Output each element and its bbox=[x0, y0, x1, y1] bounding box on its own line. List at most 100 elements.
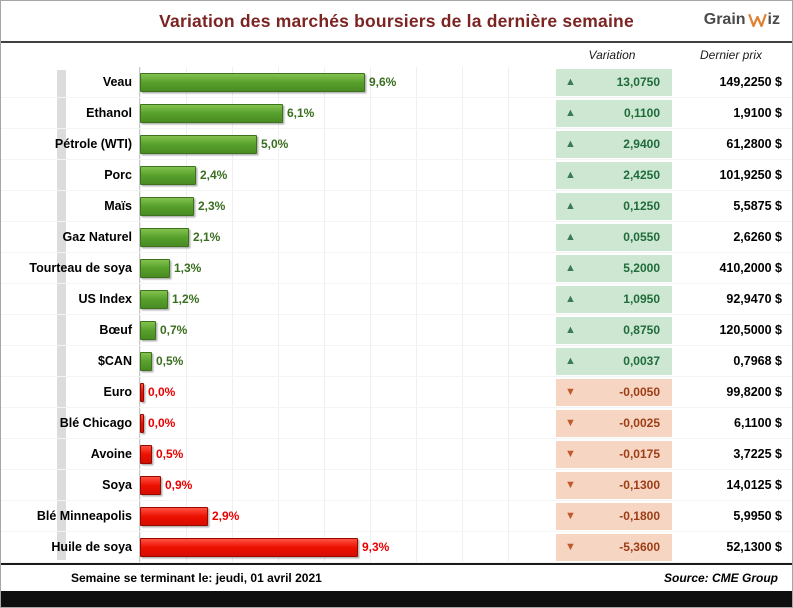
variation-value: 0,1250 bbox=[623, 199, 660, 213]
table-row: Ethanol 6,1% ▲ 0,1100 1,9100 $ bbox=[1, 98, 792, 129]
row-label: Pétrole (WTI) bbox=[54, 137, 132, 151]
variation-arrow-icon: ▲ bbox=[565, 106, 576, 119]
row-label: Maïs bbox=[104, 199, 132, 213]
bar-zone: 9,6% bbox=[139, 67, 554, 97]
variation-arrow-icon: ▲ bbox=[565, 168, 576, 181]
variation-value: 0,0037 bbox=[623, 354, 660, 368]
variation-value: -5,3600 bbox=[619, 540, 660, 554]
bar-value-label: 2,1% bbox=[193, 230, 221, 244]
row-label: Porc bbox=[104, 168, 132, 182]
row-label: Bœuf bbox=[99, 323, 132, 337]
bar-value-label: 0,5% bbox=[156, 354, 184, 368]
variation-value: 2,4250 bbox=[623, 168, 660, 182]
bar bbox=[140, 537, 358, 557]
last-price: 3,7225 $ bbox=[733, 447, 782, 461]
bar-value-label: 0,5% bbox=[156, 447, 184, 461]
table-row: Soya 0,9% ▼ -0,1300 14,0125 $ bbox=[1, 470, 792, 501]
bar bbox=[140, 351, 152, 371]
variation-value: 5,2000 bbox=[623, 261, 660, 275]
last-price: 2,6260 $ bbox=[733, 230, 782, 244]
bar-zone: 6,1% bbox=[139, 98, 554, 128]
last-price: 6,1100 $ bbox=[734, 416, 782, 430]
variation-arrow-icon: ▲ bbox=[565, 354, 576, 367]
variation-arrow-icon: ▲ bbox=[565, 230, 576, 243]
table-row: Maïs 2,3% ▲ 0,1250 5,5875 $ bbox=[1, 191, 792, 222]
table-row: $CAN 0,5% ▲ 0,0037 0,7968 $ bbox=[1, 346, 792, 377]
variation-value: 0,8750 bbox=[623, 323, 660, 337]
variation-arrow-icon: ▲ bbox=[565, 292, 576, 305]
bar-zone: 1,2% bbox=[139, 284, 554, 314]
variation-arrow-icon: ▼ bbox=[565, 509, 576, 522]
table-row: Blé Chicago 0,0% ▼ -0,0025 6,1100 $ bbox=[1, 408, 792, 439]
variation-cell: ▼ -0,0050 bbox=[556, 378, 672, 406]
variation-arrow-icon: ▲ bbox=[565, 323, 576, 336]
last-price: 14,0125 $ bbox=[726, 478, 782, 492]
bar-value-label: 6,1% bbox=[287, 106, 315, 120]
bar bbox=[140, 444, 152, 464]
bar-zone: 5,0% bbox=[139, 129, 554, 159]
variation-value: -0,1300 bbox=[619, 478, 660, 492]
row-label: Avoine bbox=[90, 447, 132, 461]
variation-arrow-icon: ▲ bbox=[565, 137, 576, 150]
variation-value: 2,9400 bbox=[623, 137, 660, 151]
variation-cell: ▼ -0,1300 bbox=[556, 471, 672, 499]
bar bbox=[140, 506, 208, 526]
variation-cell: ▲ 0,0037 bbox=[556, 347, 672, 375]
table-row: Blé Minneapolis 2,9% ▼ -0,1800 5,9950 $ bbox=[1, 501, 792, 532]
wheat-zigzag-icon bbox=[747, 13, 767, 28]
variation-value: -0,0050 bbox=[619, 385, 660, 399]
last-price: 410,2000 $ bbox=[719, 261, 782, 275]
table-row: Avoine 0,5% ▼ -0,0175 3,7225 $ bbox=[1, 439, 792, 470]
table-row: Bœuf 0,7% ▲ 0,8750 120,5000 $ bbox=[1, 315, 792, 346]
row-label: Veau bbox=[102, 75, 132, 89]
variation-arrow-icon: ▼ bbox=[565, 385, 576, 398]
variation-arrow-icon: ▲ bbox=[565, 75, 576, 88]
last-price: 1,9100 $ bbox=[733, 106, 782, 120]
last-price: 5,9950 $ bbox=[733, 509, 782, 523]
bar bbox=[140, 289, 168, 309]
bar-zone: 0,5% bbox=[139, 346, 554, 376]
bar-zone: 1,3% bbox=[139, 253, 554, 283]
bar-value-label: 2,3% bbox=[198, 199, 226, 213]
footer-source: Source: CME Group bbox=[663, 571, 778, 585]
row-label: Gaz Naturel bbox=[62, 230, 132, 244]
bar-value-label: 0,9% bbox=[165, 478, 193, 492]
bar bbox=[140, 196, 194, 216]
bar bbox=[140, 475, 161, 495]
last-price: 52,1300 $ bbox=[726, 540, 782, 554]
bar bbox=[140, 103, 283, 123]
bar bbox=[140, 258, 170, 278]
table-row: Tourteau de soya 1,3% ▲ 5,2000 410,2000 … bbox=[1, 253, 792, 284]
variation-cell: ▼ -5,3600 bbox=[556, 533, 672, 561]
bar bbox=[140, 382, 144, 402]
table-row: Euro 0,0% ▼ -0,0050 99,8200 $ bbox=[1, 377, 792, 408]
variation-cell: ▲ 2,9400 bbox=[556, 130, 672, 158]
last-price: 92,9470 $ bbox=[726, 292, 782, 306]
column-header-variation: Variation bbox=[588, 48, 636, 62]
bar-value-label: 9,6% bbox=[369, 75, 397, 89]
variation-cell: ▲ 0,1250 bbox=[556, 192, 672, 220]
bar bbox=[140, 165, 196, 185]
bar bbox=[140, 134, 257, 154]
row-label: Huile de soya bbox=[51, 540, 132, 554]
bar-value-label: 1,3% bbox=[174, 261, 202, 275]
bar-zone: 0,5% bbox=[139, 439, 554, 469]
row-label: Soya bbox=[102, 478, 132, 492]
row-label: $CAN bbox=[97, 354, 132, 368]
row-label: Blé Minneapolis bbox=[36, 509, 132, 523]
variation-arrow-icon: ▲ bbox=[565, 261, 576, 274]
variation-cell: ▲ 5,2000 bbox=[556, 254, 672, 282]
axis-strip bbox=[57, 70, 66, 560]
table-row: Porc 2,4% ▲ 2,4250 101,9250 $ bbox=[1, 160, 792, 191]
variation-value: 1,0950 bbox=[623, 292, 660, 306]
footer: Semaine se terminant le: jeudi, 01 avril… bbox=[1, 563, 792, 591]
chart-rows: Veau 9,6% ▲ 13,0750 149,2250 $ Ethanol 6… bbox=[1, 67, 792, 563]
variation-cell: ▲ 13,0750 bbox=[556, 68, 672, 96]
variation-cell: ▲ 1,0950 bbox=[556, 285, 672, 313]
last-price: 5,5875 $ bbox=[733, 199, 782, 213]
variation-value: -0,0175 bbox=[619, 447, 660, 461]
variation-arrow-icon: ▼ bbox=[565, 540, 576, 553]
bar bbox=[140, 320, 156, 340]
bar-zone: 2,3% bbox=[139, 191, 554, 221]
